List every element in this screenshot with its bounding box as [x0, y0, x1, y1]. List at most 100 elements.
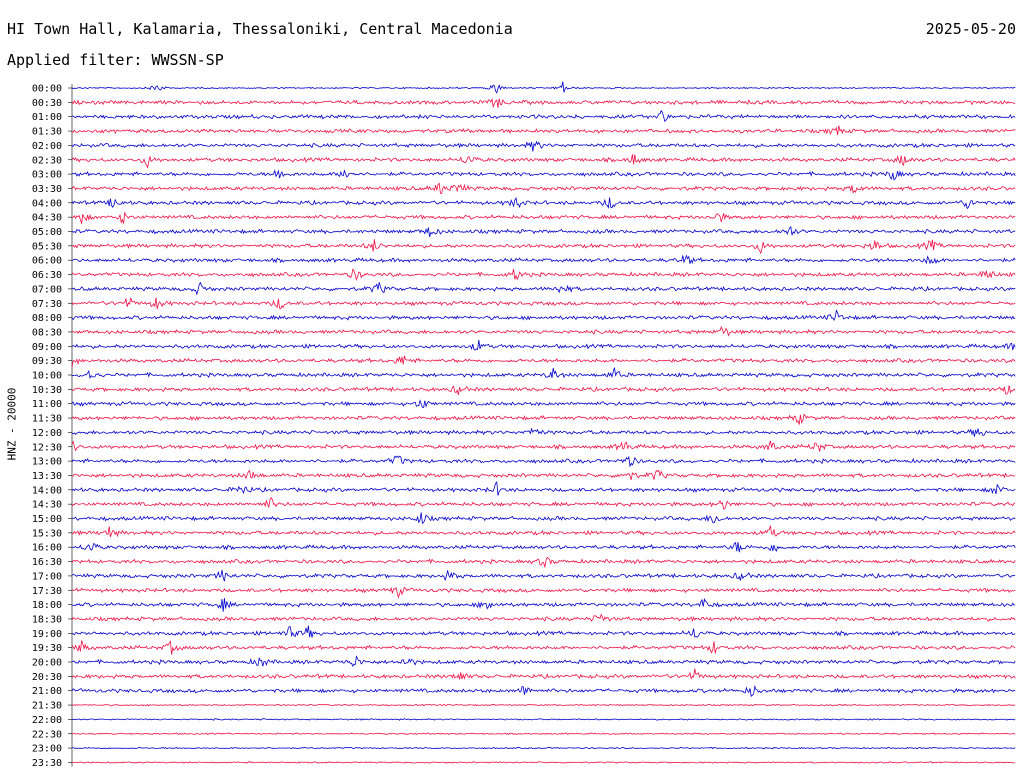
seismic-trace [71, 613, 1016, 623]
seismic-trace [71, 703, 1016, 707]
time-tick-label: 05:30 [32, 241, 62, 252]
time-tick-label: 02:00 [32, 141, 62, 152]
time-tick-label: 02:30 [32, 155, 62, 166]
seismic-trace [71, 496, 1016, 510]
seismic-trace [71, 556, 1016, 568]
seismic-trace [71, 399, 1016, 408]
station-title: HI Town Hall, Kalamaria, Thessaloniki, C… [7, 20, 513, 38]
time-tick-label: 08:00 [32, 313, 62, 324]
time-tick-label: 00:30 [32, 98, 62, 109]
time-tick-label: 06:30 [32, 270, 62, 281]
time-tick-label: 12:00 [32, 428, 62, 439]
time-tick-label: 04:30 [32, 213, 62, 224]
seismic-trace [71, 718, 1016, 721]
time-tick-label: 03:30 [32, 184, 62, 195]
seismic-trace [71, 761, 1016, 764]
time-tick-label: 19:30 [32, 643, 62, 654]
time-tick-label: 07:00 [32, 284, 62, 295]
time-tick-label: 19:00 [32, 629, 62, 640]
seismic-trace [71, 225, 1016, 238]
seismic-trace [71, 154, 1016, 169]
seismic-trace [71, 427, 1016, 437]
time-tick-label: 09:30 [32, 356, 62, 367]
time-tick-label: 15:30 [32, 528, 62, 539]
time-tick-label: 00:00 [32, 84, 62, 95]
time-tick-label: 20:30 [32, 672, 62, 683]
seismic-trace [71, 586, 1016, 599]
seismic-trace [71, 455, 1016, 468]
seismic-trace [71, 413, 1016, 425]
time-tick-label: 01:00 [32, 112, 62, 123]
seismic-trace [71, 481, 1016, 496]
time-tick-label: 08:30 [32, 327, 62, 338]
time-tick-label: 16:30 [32, 557, 62, 568]
seismic-trace [71, 569, 1016, 582]
seismic-trace [71, 110, 1016, 123]
seismic-trace [71, 385, 1016, 396]
time-tick-label: 16:00 [32, 543, 62, 554]
seismic-trace [71, 640, 1016, 655]
seismic-trace [71, 297, 1016, 310]
time-tick-label: 06:00 [32, 256, 62, 267]
time-tick-label: 03:00 [32, 170, 62, 181]
seismic-trace [71, 668, 1016, 680]
time-tick-label: 20:00 [32, 658, 62, 669]
seismic-trace [71, 598, 1016, 612]
seismic-trace [71, 81, 1016, 94]
seismic-trace [71, 268, 1016, 281]
seismic-trace [72, 746, 1016, 750]
seismic-trace [71, 542, 1016, 553]
seismic-trace [71, 169, 1016, 181]
seismic-trace [72, 732, 1016, 736]
time-tick-label: 13:30 [32, 471, 62, 482]
time-tick-label: 10:00 [32, 371, 62, 382]
time-tick-label: 14:00 [32, 485, 62, 496]
seismic-trace [71, 254, 1016, 265]
time-tick-label: 22:00 [32, 715, 62, 726]
time-tick-label: 11:00 [32, 399, 62, 410]
time-tick-label: 23:00 [32, 744, 62, 755]
time-tick-label: 07:30 [32, 299, 62, 310]
seismic-trace [71, 125, 1016, 136]
seismic-trace [71, 469, 1016, 480]
seismic-trace [71, 182, 1016, 194]
time-tick-label: 22:30 [32, 729, 62, 740]
time-tick-label: 04:00 [32, 198, 62, 209]
filter-label: Applied filter: WWSSN-SP [7, 51, 224, 69]
time-tick-label: 21:30 [32, 701, 62, 712]
time-tick-label: 21:00 [32, 686, 62, 697]
seismic-trace [71, 239, 1016, 255]
time-tick-label: 13:00 [32, 457, 62, 468]
seismic-trace [71, 367, 1016, 380]
time-tick-label: 05:00 [32, 227, 62, 238]
seismic-trace [71, 281, 1016, 296]
time-tick-label: 17:30 [32, 586, 62, 597]
time-tick-label: 12:30 [32, 442, 62, 453]
seismic-trace [71, 211, 1016, 224]
time-tick-label: 01:30 [32, 127, 62, 138]
seismic-trace [71, 339, 1016, 351]
seismic-trace [71, 326, 1016, 337]
seismic-trace [71, 525, 1016, 538]
time-tick-label: 23:30 [32, 758, 62, 769]
seismic-trace [71, 440, 1016, 452]
seismic-trace [71, 140, 1016, 152]
time-tick-label: 17:00 [32, 571, 62, 582]
seismic-trace [71, 196, 1016, 210]
seismic-trace [71, 655, 1016, 667]
seismic-trace [71, 355, 1016, 368]
time-tick-label: 09:00 [32, 342, 62, 353]
time-tick-label: 15:00 [32, 514, 62, 525]
seismic-trace [71, 684, 1016, 697]
time-tick-label: 18:30 [32, 614, 62, 625]
time-tick-label: 18:00 [32, 600, 62, 611]
time-tick-label: 14:30 [32, 500, 62, 511]
seismic-trace [71, 512, 1016, 525]
date-label: 2025-05-20 [925, 20, 1016, 38]
seismic-trace [71, 625, 1016, 638]
seismic-trace [71, 309, 1016, 322]
time-tick-label: 11:30 [32, 414, 62, 425]
time-tick-label: 10:30 [32, 385, 62, 396]
seismic-trace [71, 97, 1016, 109]
